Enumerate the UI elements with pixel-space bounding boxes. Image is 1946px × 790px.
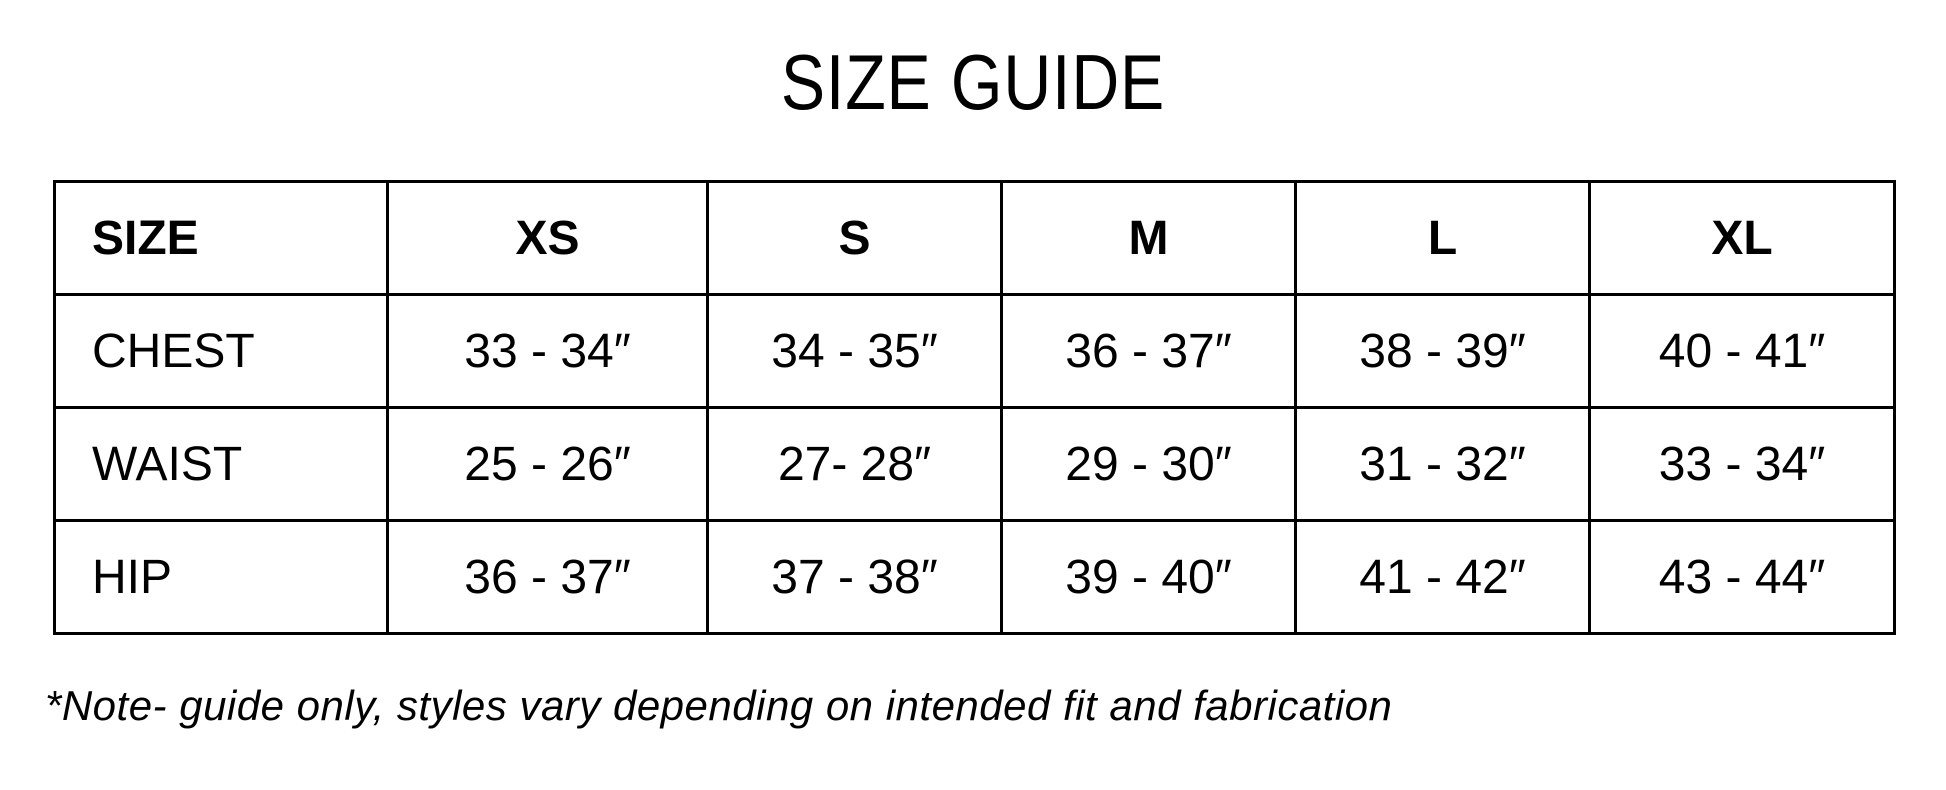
- table-row-chest: CHEST 33 - 34″ 34 - 35″ 36 - 37″ 38 - 39…: [53, 293, 1896, 409]
- chest-m-value: 36 - 37″: [1000, 293, 1297, 409]
- waist-s-value: 27- 28″: [706, 406, 1003, 522]
- chest-xl-value: 40 - 41″: [1588, 293, 1896, 409]
- table-row-waist: WAIST 25 - 26″ 27- 28″ 29 - 30″ 31 - 32″…: [53, 406, 1896, 522]
- table-row-hip: HIP 36 - 37″ 37 - 38″ 39 - 40″ 41 - 42″ …: [53, 519, 1896, 635]
- header-row: SIZE XS S M L XL: [53, 180, 1896, 296]
- column-header-size: SIZE: [53, 180, 389, 296]
- column-header-l: L: [1294, 180, 1591, 296]
- waist-l-value: 31 - 32″: [1294, 406, 1591, 522]
- waist-m-value: 29 - 30″: [1000, 406, 1297, 522]
- hip-s-value: 37 - 38″: [706, 519, 1003, 635]
- column-header-xl: XL: [1588, 180, 1896, 296]
- footnote: *Note- guide only, styles vary depending…: [45, 682, 1393, 729]
- chest-l-value: 38 - 39″: [1294, 293, 1591, 409]
- hip-l-value: 41 - 42″: [1294, 519, 1591, 635]
- page-title: SIZE GUIDE: [780, 38, 1166, 126]
- size-guide-table: SIZE XS S M L XL CHEST 33 - 34″ 34 - 35″…: [53, 180, 1896, 635]
- hip-xs-value: 36 - 37″: [386, 519, 709, 635]
- column-header-xs: XS: [386, 180, 709, 296]
- hip-xl-value: 43 - 44″: [1588, 519, 1896, 635]
- row-label-hip: HIP: [53, 519, 389, 635]
- row-label-waist: WAIST: [53, 406, 389, 522]
- chest-xs-value: 33 - 34″: [386, 293, 709, 409]
- column-header-m: M: [1000, 180, 1297, 296]
- chest-s-value: 34 - 35″: [706, 293, 1003, 409]
- row-label-chest: CHEST: [53, 293, 389, 409]
- waist-xs-value: 25 - 26″: [386, 406, 709, 522]
- column-header-s: S: [706, 180, 1003, 296]
- waist-xl-value: 33 - 34″: [1588, 406, 1896, 522]
- hip-m-value: 39 - 40″: [1000, 519, 1297, 635]
